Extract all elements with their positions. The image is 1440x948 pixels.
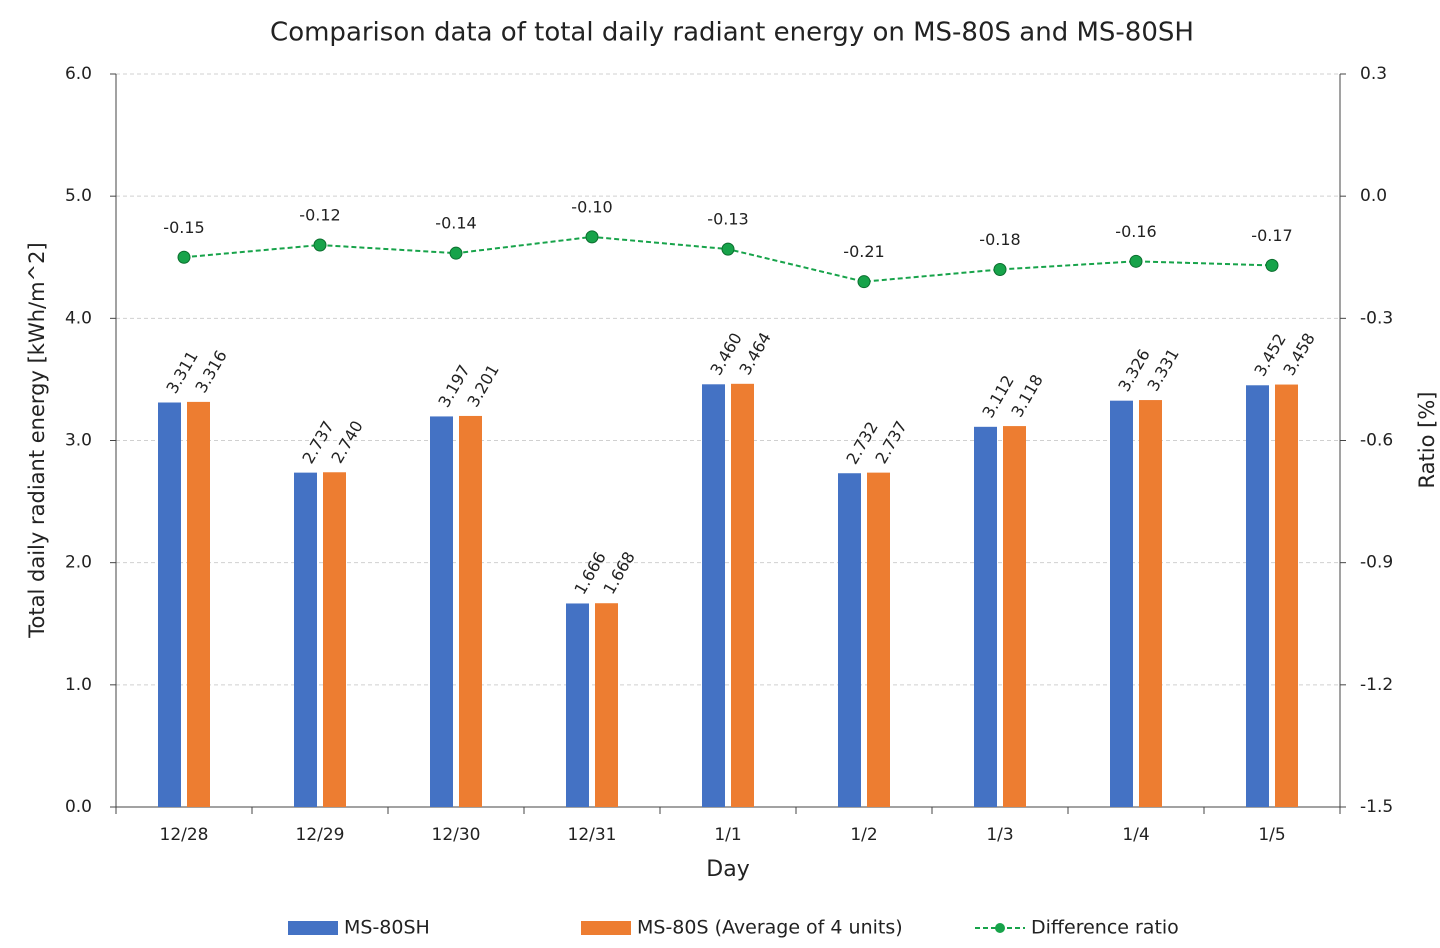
y-tick-label: 5.0	[65, 186, 92, 206]
legend-label: Difference ratio	[1031, 917, 1179, 939]
y-tick-label: 2.0	[65, 553, 92, 573]
y-tick-label: 6.0	[65, 64, 92, 84]
bar	[974, 426, 997, 807]
line-point	[857, 275, 871, 289]
y-tick-label: 4.0	[65, 308, 92, 328]
y2-axis-title: Ratio [%]	[1415, 392, 1439, 489]
x-tick-label: 1/3	[986, 825, 1013, 845]
chart-title: Comparison data of total daily radiant e…	[270, 18, 1194, 48]
line-point	[313, 238, 327, 252]
line-value-label: -0.12	[299, 206, 340, 225]
bar	[731, 383, 754, 807]
bar	[294, 472, 317, 807]
y2-tick-label: -1.5	[1360, 797, 1393, 817]
bar	[1110, 400, 1133, 807]
legend-swatch	[581, 921, 631, 935]
bar	[459, 415, 482, 807]
y2-tick-label: -0.9	[1360, 553, 1393, 573]
y2-tick-label: -0.6	[1360, 431, 1393, 451]
y2-tick-label: -1.2	[1360, 675, 1393, 695]
bar	[838, 473, 861, 807]
bar	[430, 416, 453, 807]
line-point	[449, 246, 463, 260]
line-point	[1265, 258, 1279, 272]
bar	[1275, 384, 1298, 807]
line-value-label: -0.15	[163, 218, 204, 237]
line-point	[177, 250, 191, 264]
x-tick-label: 1/2	[850, 825, 877, 845]
x-axis-title: Day	[706, 857, 749, 882]
x-tick-label: 1/4	[1122, 825, 1149, 845]
line-value-label: -0.16	[1115, 222, 1156, 241]
line-point	[721, 242, 735, 256]
legend-label: MS-80S (Average of 4 units)	[637, 917, 903, 939]
line-value-label: -0.13	[707, 210, 748, 229]
line-point	[1129, 254, 1143, 268]
bar	[566, 603, 589, 807]
x-tick-label: 1/1	[714, 825, 741, 845]
legend-label: MS-80SH	[344, 917, 430, 939]
y-axis-title: Total daily radiant energy [kWh/m^2]	[25, 242, 49, 638]
line-value-label: -0.10	[571, 197, 612, 216]
y2-tick-label: -0.3	[1360, 308, 1393, 328]
line-value-label: -0.14	[435, 214, 476, 233]
x-tick-label: 12/29	[296, 825, 345, 845]
y2-tick-label: 0.3	[1360, 64, 1387, 84]
x-tick-label: 1/5	[1258, 825, 1285, 845]
bar	[1003, 426, 1026, 807]
bar	[158, 402, 181, 807]
y-tick-label: 0.0	[65, 797, 92, 817]
line-value-label: -0.17	[1251, 226, 1292, 245]
bar	[187, 401, 210, 807]
line-point	[993, 262, 1007, 276]
y2-tick-label: 0.0	[1360, 186, 1387, 206]
line-value-label: -0.21	[843, 242, 884, 261]
bar	[867, 472, 890, 807]
legend-swatch	[288, 921, 338, 935]
x-tick-label: 12/28	[160, 825, 209, 845]
line-value-label: -0.18	[979, 230, 1020, 249]
y-tick-label: 1.0	[65, 675, 92, 695]
line-point	[585, 230, 599, 244]
bar	[323, 472, 346, 807]
bar	[1139, 400, 1162, 807]
y-tick-label: 3.0	[65, 431, 92, 451]
x-tick-label: 12/31	[568, 825, 617, 845]
bar	[702, 384, 725, 807]
legend-swatch-point	[995, 923, 1005, 933]
x-tick-label: 12/30	[432, 825, 481, 845]
bar	[1246, 385, 1269, 807]
bar	[595, 603, 618, 807]
